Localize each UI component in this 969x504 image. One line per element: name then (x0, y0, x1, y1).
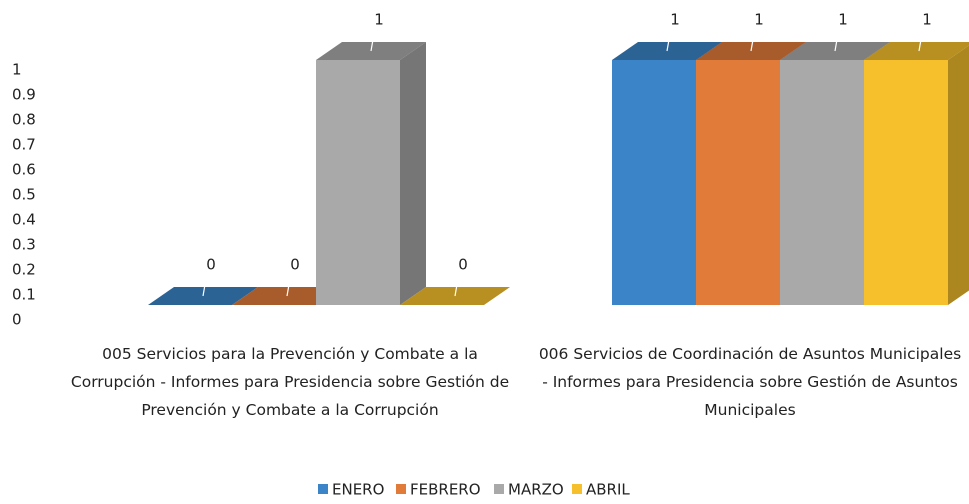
data-label: 0 (206, 256, 216, 274)
y-tick-label: 0.9 (12, 86, 36, 104)
bar (864, 42, 969, 305)
bar-front (696, 60, 780, 305)
leader-line (834, 27, 840, 52)
y-tick-label: 1 (12, 61, 22, 79)
y-tick-label: 0.5 (12, 186, 36, 204)
legend-label: FEBRERO (410, 481, 481, 499)
leader-line (370, 27, 376, 52)
bar-side (948, 45, 969, 305)
leader-line (202, 272, 208, 297)
bar-front (864, 60, 948, 305)
legend-label: ENERO (332, 481, 384, 499)
legend-swatch (318, 484, 328, 494)
bar-side (400, 42, 426, 305)
bar (316, 42, 426, 305)
category-label: 005 Servicios para la Prevención y Comba… (70, 345, 510, 419)
leader-line (918, 27, 924, 52)
y-tick-label: 0.4 (12, 211, 36, 229)
data-label: 1 (374, 11, 384, 29)
bar-front (780, 60, 864, 305)
bar-front (612, 60, 696, 305)
leader-line (454, 272, 460, 297)
legend-swatch (572, 484, 582, 494)
bar-top (864, 42, 969, 60)
data-label: 1 (922, 11, 932, 29)
data-label: 1 (670, 11, 680, 29)
leader-line (666, 27, 672, 52)
legend-label: ABRIL (586, 481, 630, 499)
data-label: 0 (290, 256, 300, 274)
legend-label: MARZO (508, 481, 564, 499)
bar-front (316, 60, 400, 305)
y-tick-label: 0.6 (12, 161, 36, 179)
y-tick-label: 0 (12, 311, 22, 329)
data-label: 0 (458, 256, 468, 274)
y-tick-label: 0.2 (12, 261, 36, 279)
data-label: 1 (838, 11, 848, 29)
category-label: 006 Servicios de Coordinación de Asuntos… (538, 345, 962, 419)
legend-swatch (396, 484, 406, 494)
leader-line (750, 27, 756, 52)
leader-line (286, 272, 292, 297)
y-tick-label: 0.8 (12, 111, 36, 129)
data-label: 1 (754, 11, 764, 29)
y-tick-label: 0.7 (12, 136, 36, 154)
y-tick-label: 0.3 (12, 236, 36, 254)
y-tick-label: 0.1 (12, 286, 36, 304)
legend-swatch (494, 484, 504, 494)
